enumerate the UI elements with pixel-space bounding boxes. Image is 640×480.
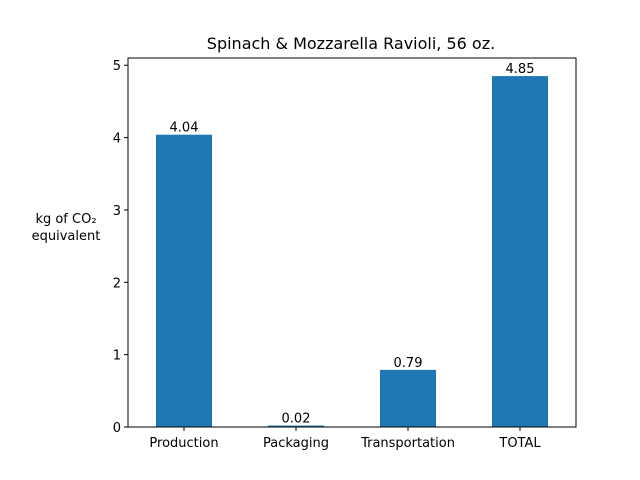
data-label: 4.04 [170, 121, 199, 136]
axes-layer: 0 1 2 3 4 5 Production Packaging Transportation T… [113, 57, 577, 451]
x-tick-label: Transportation [360, 436, 455, 451]
y-tick-label: 1 [113, 349, 121, 364]
x-tick-label: TOTAL [498, 436, 541, 451]
bar-total [492, 76, 548, 428]
bar-packaging [268, 425, 324, 427]
y-tick-label: 5 [113, 59, 121, 74]
y-tick-label: 3 [113, 204, 121, 219]
bars-layer: 4.04 0.02 0.79 4.85 [156, 62, 548, 428]
bar-production [156, 134, 212, 427]
chart-title: Spinach & Mozzarella Ravioli, 56 oz. [207, 34, 495, 53]
data-label: 0.02 [282, 412, 311, 427]
x-tick-label: Production [149, 436, 218, 451]
data-label: 4.85 [506, 62, 535, 77]
y-tick-label: 0 [113, 421, 121, 436]
bar-transportation [380, 369, 436, 427]
data-label: 0.79 [394, 356, 423, 371]
plot-frame [127, 57, 577, 428]
y-axis-label-line-2: equivalent [32, 229, 101, 244]
x-tick-label: Packaging [263, 436, 329, 451]
y-axis-label-line-1: kg of CO₂ [35, 212, 96, 227]
y-tick-label: 4 [113, 132, 121, 147]
y-tick-label: 2 [113, 276, 121, 291]
